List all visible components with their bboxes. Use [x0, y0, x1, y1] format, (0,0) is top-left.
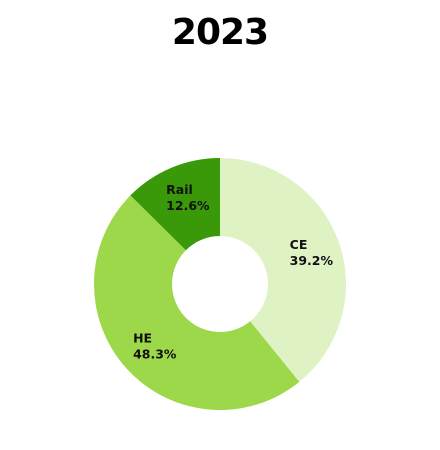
slice-he [93, 195, 300, 411]
chart-title: 2023 [171, 12, 269, 53]
slices-layer [93, 158, 347, 411]
slice-ce [220, 158, 347, 382]
slice-value-he: 48.3% [133, 346, 177, 361]
slice-rail [130, 158, 220, 251]
slice-value-ce: 39.2% [290, 253, 334, 268]
slice-value-rail: 12.6% [166, 198, 210, 213]
slice-label-ce: CE [290, 237, 308, 252]
slice-label-he: HE [133, 330, 152, 345]
slice-label-rail: Rail [166, 182, 193, 197]
